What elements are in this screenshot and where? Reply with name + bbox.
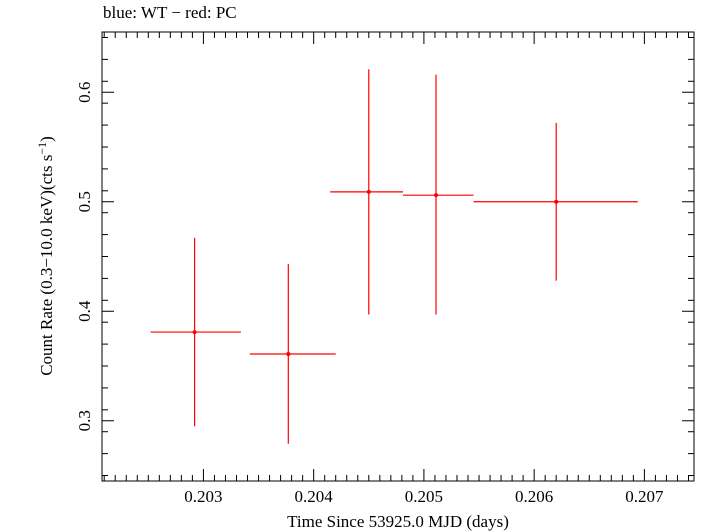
data-point — [330, 69, 403, 315]
y-tick-label: 0.6 — [75, 82, 94, 103]
y-tick-label: 0.5 — [75, 191, 94, 212]
y-axis-label-main: Count Rate (0.3−10.0 keV)(cts s — [37, 155, 56, 376]
plot-frame — [101, 31, 695, 482]
x-tick-label: 0.203 — [184, 487, 222, 506]
x-tick-label: 0.204 — [295, 487, 334, 506]
data-series-pc — [150, 69, 638, 444]
chart-header: blue: WT − red: PC — [103, 3, 237, 23]
x-tick-label: 0.206 — [515, 487, 553, 506]
x-tick-label: 0.205 — [405, 487, 443, 506]
header-separator: − — [167, 3, 186, 22]
header-pc-label: red: PC — [185, 3, 237, 22]
data-point — [473, 122, 638, 281]
data-point — [402, 74, 474, 315]
data-marker — [554, 199, 559, 204]
data-marker — [286, 351, 291, 356]
y-tick-label: 0.4 — [75, 300, 94, 322]
y-axis-label-superscript: −1 — [35, 142, 49, 155]
data-point — [150, 237, 241, 427]
y-axis-label: Count Rate (0.3−10.0 keV)(cts s−1) — [35, 136, 56, 376]
x-axis-label: Time Since 53925.0 MJD (days) — [287, 512, 509, 531]
data-marker — [366, 189, 371, 194]
header-wt-label: blue: WT — [103, 3, 168, 22]
axis-ticks — [102, 32, 694, 481]
y-axis-label-end: ) — [37, 136, 56, 142]
x-tick-label: 0.207 — [625, 487, 664, 506]
y-tick-label: 0.3 — [75, 410, 94, 431]
data-point — [249, 264, 336, 444]
data-marker — [434, 193, 439, 198]
data-marker — [192, 330, 197, 335]
